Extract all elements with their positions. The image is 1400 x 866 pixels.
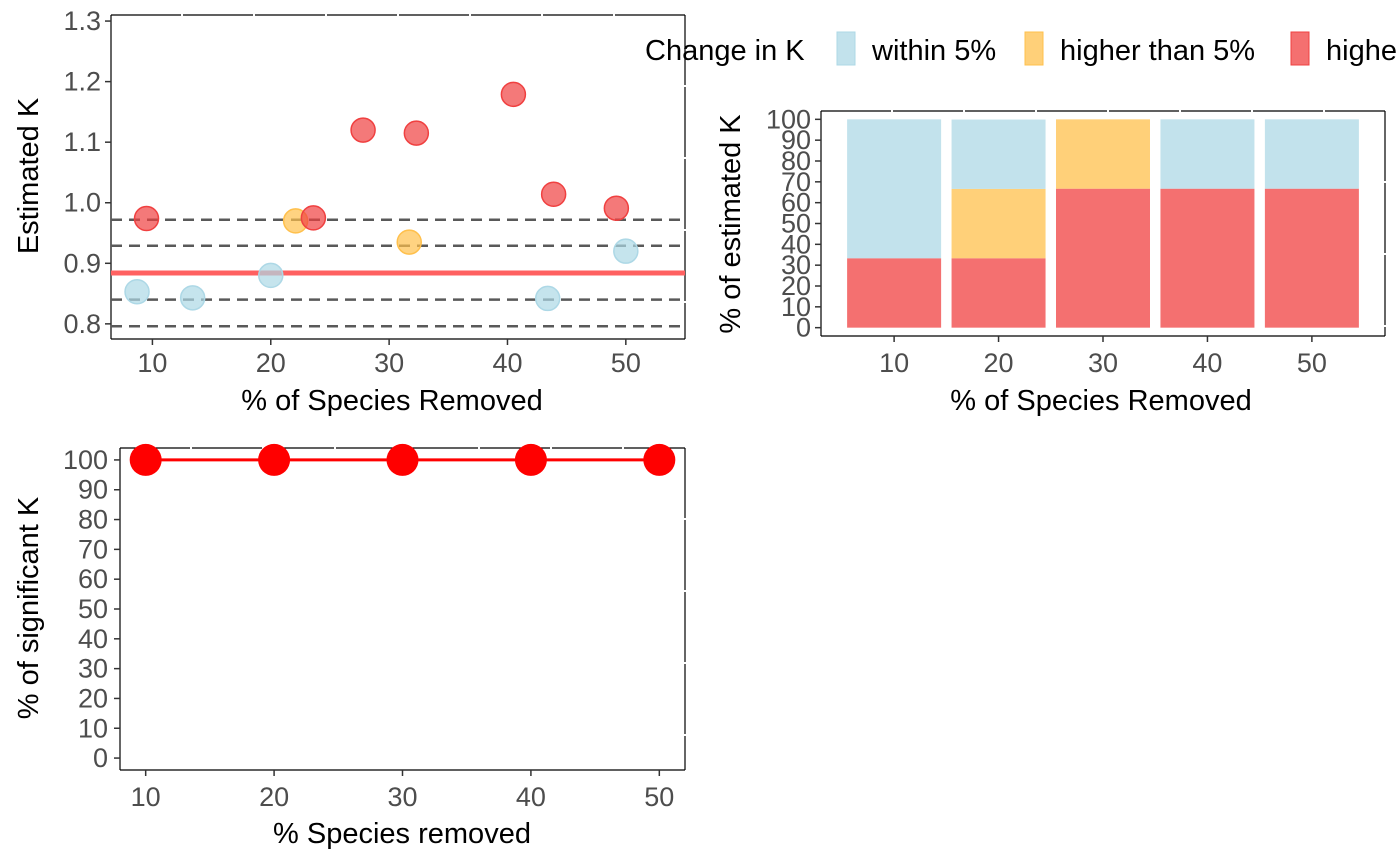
significance-point: [643, 443, 676, 476]
legend-label-higher: higher than 5%: [1060, 35, 1255, 67]
legend-key-higher: [1024, 31, 1044, 66]
scatter-point: [133, 205, 160, 232]
line-y-tick-label: 50: [78, 594, 108, 624]
scatter-point: [603, 195, 630, 221]
scatter-point: [258, 262, 284, 289]
legend: Change in K within 5% higher than 5% hig…: [645, 31, 1397, 67]
bar-y-tick-label: 30: [781, 250, 811, 280]
scatter-x-tick-label: 10: [137, 348, 167, 378]
scatter-x-tick-label: 40: [492, 348, 522, 378]
legend-title: Change in K: [645, 35, 805, 67]
bar-x-axis-title: % of Species Removed: [950, 385, 1251, 417]
scatter-point: [534, 285, 561, 312]
line-y-tick-label: 30: [78, 654, 108, 684]
scatter-point: [396, 229, 422, 255]
line-x-tick-label: 30: [387, 782, 417, 812]
line-y-tick-label: 0: [93, 743, 108, 773]
stacked-bar-segment-highest: [1264, 188, 1359, 328]
significance-line-panel: % Species removed % of significant K 010…: [13, 443, 686, 850]
line-x-tick-label: 50: [644, 782, 674, 812]
line-x-axis-title: % Species removed: [273, 818, 531, 850]
stacked-bar-segment-highest: [1160, 188, 1255, 328]
line-y-tick-label: 20: [78, 683, 108, 713]
scatter-x-tick-label: 50: [611, 348, 641, 378]
bar-x-tick-label: 20: [984, 348, 1014, 378]
scatter-y-tick-label: 0.8: [63, 309, 101, 339]
line-y-tick-label: 60: [78, 564, 108, 594]
bar-y-tick-label: 90: [781, 125, 811, 155]
stacked-bar-segment-highest: [1056, 188, 1150, 328]
line-y-tick-label: 80: [78, 505, 108, 535]
scatter-point: [403, 120, 430, 146]
significance-point: [386, 443, 419, 476]
scatter-x-axis-title: % of Species Removed: [241, 385, 542, 417]
significance-point: [514, 443, 547, 476]
legend-key-within: [836, 31, 856, 66]
bar-y-axis-title: % of estimated K: [715, 114, 747, 334]
line-x-tick-label: 40: [516, 782, 546, 812]
bar-x-tick-label: 40: [1192, 348, 1222, 378]
line-y-tick-label: 100: [63, 445, 108, 475]
stacked-bar-segment-within: [1160, 119, 1255, 189]
scatter-y-tick-label: 1.1: [63, 127, 101, 157]
stacked-bar-segment-within: [1264, 119, 1359, 189]
significance-point: [258, 443, 291, 476]
stacked-bar-segment-highest: [951, 258, 1046, 328]
line-x-tick-label: 20: [259, 782, 289, 812]
bar-x-tick-label: 30: [1088, 348, 1118, 378]
bar-y-tick-label: 100: [766, 104, 811, 134]
stacked-bar-panel: % of Species Removed % of estimated K 01…: [715, 104, 1386, 417]
stacked-bar-segment-higher: [951, 188, 1046, 259]
line-y-axis-title: % of significant K: [13, 496, 45, 719]
line-y-tick-label: 10: [78, 713, 108, 743]
bar-y-tick-label: 70: [781, 167, 811, 197]
scatter-panel: % of Species Removed Estimated K 0.8 0.9 1…: [13, 6, 686, 417]
legend-label-highest: highe: [1326, 35, 1397, 67]
bar-y-tick-label: 60: [781, 188, 811, 218]
bar-y-tick-label: 50: [781, 209, 811, 239]
scatter-x-tick-label: 30: [374, 348, 404, 378]
scatter-point: [500, 81, 527, 108]
bar-y-tick-label: 80: [781, 146, 811, 176]
scatter-point: [540, 181, 567, 208]
stacked-bar-segment-highest: [847, 258, 942, 328]
bar-y-tick-label: 40: [781, 229, 811, 259]
bar-x-tick-label: 50: [1297, 348, 1327, 378]
scatter-point: [613, 238, 639, 264]
legend-key-highest: [1290, 31, 1310, 66]
scatter-point: [300, 205, 327, 231]
significance-point: [129, 443, 162, 476]
stacked-bar-segment-higher: [1056, 119, 1150, 189]
scatter-point: [124, 279, 150, 305]
bar-x-tick-label: 10: [879, 348, 909, 378]
scatter-point: [350, 117, 376, 143]
bar-y-tick-label: 10: [781, 292, 811, 322]
scatter-y-tick-label: 1.2: [63, 67, 101, 97]
stacked-bar-segment-within: [847, 119, 942, 259]
bar-y-tick-label: 20: [781, 271, 811, 301]
scatter-y-tick-label: 1.0: [63, 188, 101, 218]
scatter-y-axis-title: Estimated K: [13, 97, 45, 254]
scatter-y-tick-label: 0.9: [63, 248, 101, 278]
line-y-tick-label: 70: [78, 534, 108, 564]
legend-label-within: within 5%: [871, 35, 996, 67]
stacked-bar-segment-within: [951, 119, 1046, 189]
scatter-y-tick-label: 1.3: [63, 6, 101, 36]
line-y-tick-label: 40: [78, 624, 108, 654]
line-y-tick-label: 90: [78, 475, 108, 505]
line-x-tick-label: 10: [131, 782, 161, 812]
scatter-point: [179, 285, 206, 311]
bar-y-tick-label: 0: [796, 313, 811, 343]
scatter-x-tick-label: 20: [256, 348, 286, 378]
